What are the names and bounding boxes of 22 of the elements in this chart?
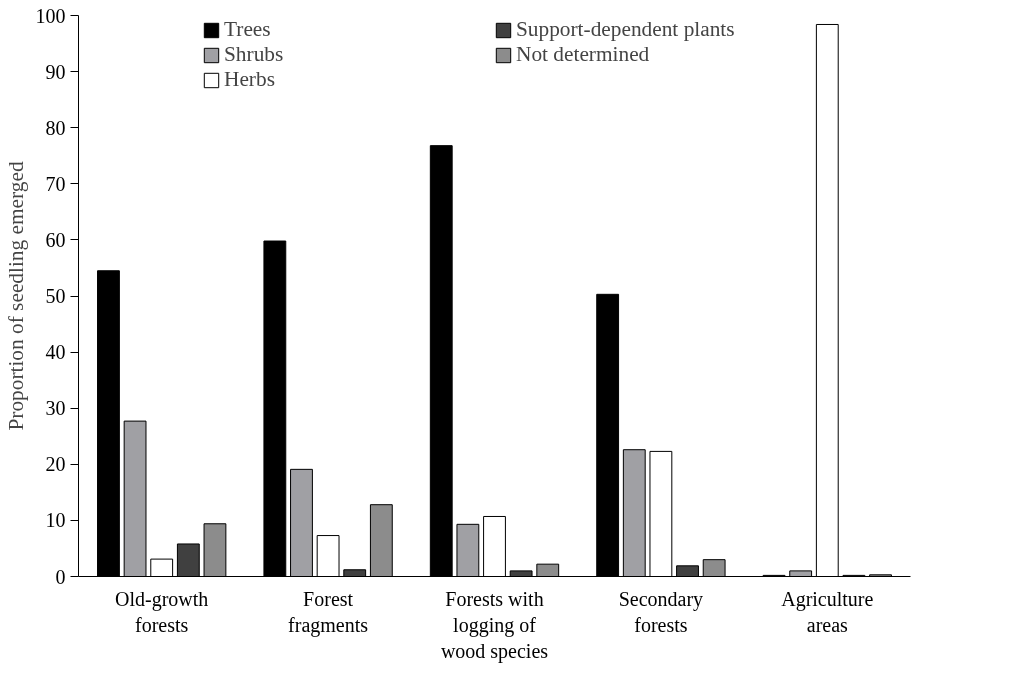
x-tick-label: Forest fragments	[288, 587, 369, 637]
x-tick-label: Secondary forests	[618, 587, 704, 636]
x-tick-label: Old-growth forests	[115, 587, 209, 636]
x-tick-label: Forests with logging of wood species	[440, 587, 549, 664]
y-tick-label: 90	[45, 60, 66, 83]
legend-label: Shrubs	[224, 42, 285, 67]
y-tick-label: 80	[45, 116, 66, 139]
x-tick-label: Agriculture areas	[781, 587, 874, 636]
y-tick-label: 50	[45, 285, 66, 307]
legend-label: Herbs	[224, 67, 276, 92]
y-tick-label: 40	[45, 341, 66, 364]
legend-label: Trees	[224, 17, 272, 42]
y-tick-label: 30	[45, 397, 66, 420]
y-tick-label: 70	[45, 172, 66, 195]
legend-label: Not determined	[516, 42, 651, 67]
y-axis-title: Proportion of seedling emerged	[3, 161, 28, 431]
y-tick-label: 0	[55, 565, 66, 588]
y-tick-label: 100	[35, 4, 66, 27]
y-tick-label: 60	[45, 228, 66, 251]
y-tick-label: 20	[45, 453, 66, 476]
legend-label: Support-dependent plants	[516, 17, 736, 42]
y-tick-label: 10	[45, 509, 66, 532]
